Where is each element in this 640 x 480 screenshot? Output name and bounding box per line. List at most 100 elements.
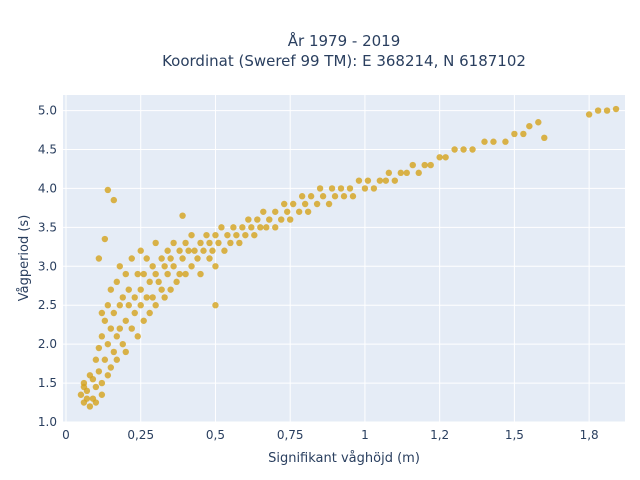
data-point — [200, 247, 207, 254]
data-point — [104, 186, 112, 194]
x-tick-label: 0,75 — [277, 428, 304, 442]
data-point — [298, 193, 306, 200]
data-point — [263, 224, 270, 231]
data-point — [215, 239, 222, 247]
data-point — [155, 278, 162, 286]
data-point — [218, 224, 225, 231]
x-tick-label: 1 — [361, 428, 369, 442]
data-point — [122, 317, 129, 324]
data-point — [119, 340, 126, 348]
data-point — [313, 200, 321, 208]
data-point — [92, 383, 100, 391]
data-point — [110, 348, 118, 356]
data-point — [125, 302, 132, 309]
data-point — [140, 317, 147, 324]
data-point — [167, 286, 174, 293]
data-point — [113, 278, 121, 286]
x-axis-ticks: 0 0,25 0,5 0,75 1 1,2 1,5 1,8 — [62, 428, 599, 442]
data-point — [158, 286, 165, 293]
data-point — [179, 212, 186, 219]
data-point — [242, 231, 249, 239]
data-point — [203, 231, 210, 239]
data-point — [337, 185, 345, 192]
data-point — [236, 239, 243, 247]
data-point — [188, 263, 195, 270]
data-point — [89, 375, 97, 383]
data-point — [131, 309, 138, 317]
data-point — [137, 302, 144, 309]
data-point — [104, 302, 112, 309]
data-point — [185, 247, 192, 254]
data-point — [490, 138, 497, 145]
data-point — [391, 177, 399, 184]
data-point — [316, 185, 324, 192]
data-point — [137, 247, 144, 254]
data-point — [98, 309, 106, 317]
data-point — [134, 333, 141, 340]
data-point — [212, 231, 219, 239]
data-point — [152, 270, 159, 278]
x-tick-label: 1,8 — [580, 428, 599, 442]
x-tick-label: 1,2 — [430, 428, 449, 442]
data-point — [170, 263, 177, 270]
data-point — [289, 200, 297, 208]
data-point — [164, 247, 171, 254]
data-point — [152, 302, 159, 309]
data-point — [113, 356, 121, 363]
data-point — [331, 193, 339, 200]
data-point — [161, 294, 168, 301]
data-point — [295, 208, 303, 215]
data-point — [119, 294, 126, 301]
data-point — [415, 169, 422, 177]
data-point — [281, 200, 288, 208]
data-point — [197, 270, 204, 278]
data-point — [427, 161, 434, 169]
x-axis-title: Signifikant våghöjd (m) — [268, 451, 420, 466]
data-point — [98, 379, 106, 387]
y-tick-label: 2.5 — [38, 298, 57, 312]
data-point — [77, 391, 85, 398]
data-point — [221, 247, 228, 254]
data-point — [307, 193, 315, 200]
data-point — [110, 309, 118, 317]
data-point — [101, 356, 109, 363]
chart-title-line1: År 1979 - 2019 — [288, 31, 401, 50]
data-point — [409, 161, 416, 169]
data-point — [319, 193, 327, 200]
data-point — [191, 247, 198, 254]
data-point — [612, 105, 620, 113]
data-point — [469, 146, 476, 153]
data-point — [212, 263, 219, 270]
data-point — [442, 154, 449, 161]
data-point — [594, 107, 602, 114]
data-point — [541, 134, 548, 142]
data-point — [364, 177, 372, 184]
data-point — [376, 177, 384, 184]
data-point — [206, 255, 213, 262]
data-point — [511, 130, 518, 138]
data-point — [143, 294, 150, 301]
data-point — [125, 286, 132, 293]
data-point — [83, 395, 91, 402]
data-point — [233, 231, 240, 239]
data-point — [176, 270, 183, 278]
data-point — [101, 235, 109, 243]
data-point — [98, 391, 106, 398]
data-point — [304, 208, 312, 215]
chart-title-line2: Koordinat (Sweref 99 TM): E 368214, N 61… — [162, 52, 526, 70]
data-point — [113, 333, 121, 340]
data-point — [535, 119, 542, 126]
data-point — [286, 216, 294, 223]
data-point — [146, 278, 153, 286]
data-point — [451, 146, 458, 153]
data-point — [194, 255, 201, 262]
data-point — [301, 200, 309, 208]
data-point — [158, 255, 165, 262]
data-point — [436, 154, 443, 161]
data-point — [149, 263, 156, 270]
data-point — [131, 294, 138, 301]
data-point — [403, 169, 410, 177]
data-point — [212, 302, 219, 309]
x-tick-label: 0,25 — [127, 428, 154, 442]
data-point — [284, 208, 291, 215]
